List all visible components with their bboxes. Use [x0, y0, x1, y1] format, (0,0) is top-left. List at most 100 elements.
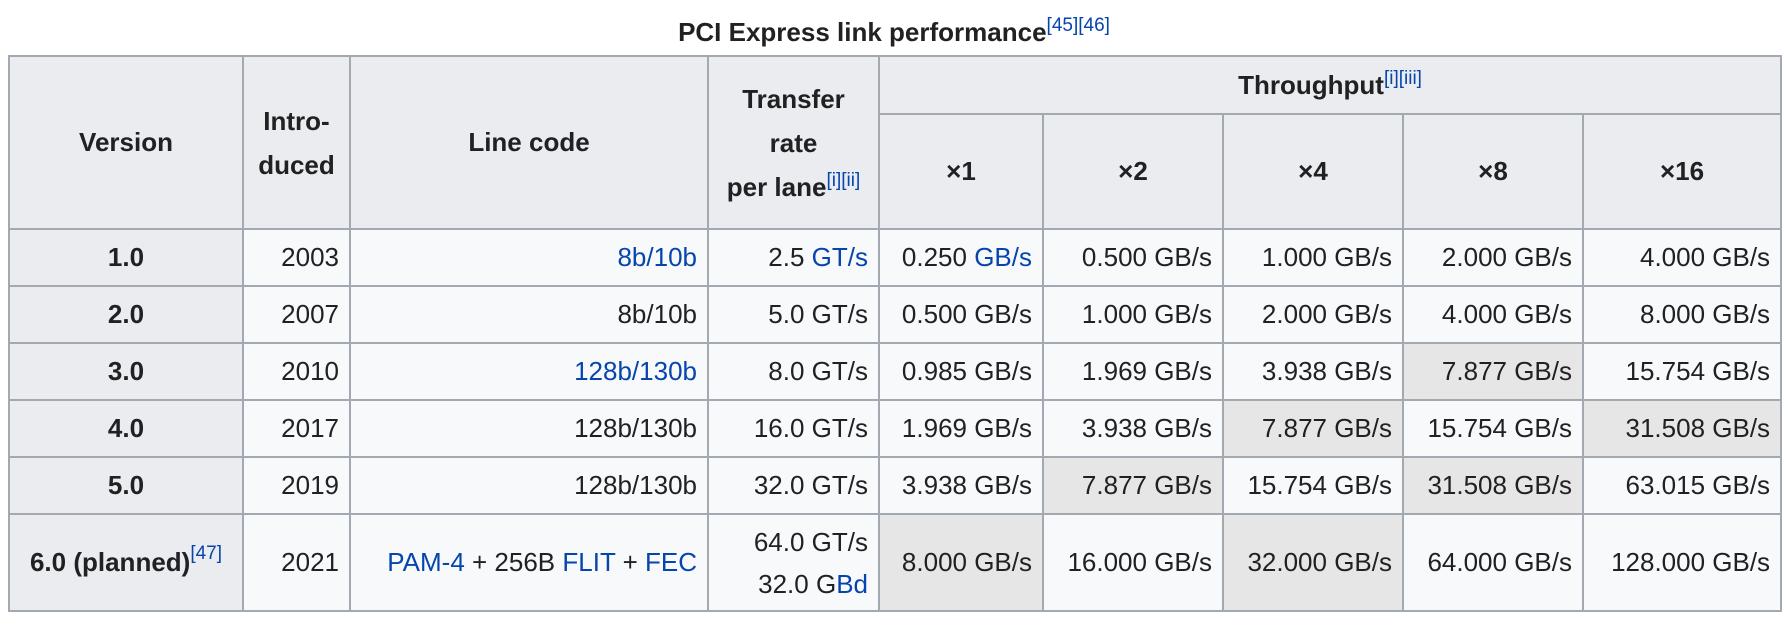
row-x8-highlighted: 7.877 GB/s	[1402, 342, 1584, 401]
row-introduced: 2010	[242, 342, 351, 401]
row-x4-highlighted: 32.000 GB/s	[1222, 513, 1404, 612]
row-x1: 0.985 GB/s	[878, 342, 1044, 401]
row-x16: 4.000 GB/s	[1581, 228, 1783, 287]
row-x2: 3.938 GB/s	[1042, 399, 1224, 458]
row-x16-highlighted: 31.508 GB/s	[1581, 399, 1783, 458]
line-code-128b130b-link[interactable]: 128b/130b	[574, 356, 697, 386]
row-version: 3.0	[8, 342, 244, 401]
header-transfer-line3: per lane	[726, 171, 827, 202]
header-row-1: Version Intro- duced Line code Transfer …	[8, 55, 1783, 230]
row-x2: 1.000 GB/s	[1042, 285, 1224, 344]
row-transfer-rate: 64.0 GT/s 32.0 GBd	[707, 513, 880, 612]
table-row: 2.0 2007 8b/10b 5.0 GT/s 0.500 GB/s 1.00…	[8, 285, 1783, 344]
row-x2: 1.969 GB/s	[1042, 342, 1224, 401]
row-version: 2.0	[8, 285, 244, 344]
row-introduced: 2007	[242, 285, 351, 344]
row-line-code: 8b/10b	[349, 285, 709, 344]
x1-value: 0.250	[901, 242, 967, 272]
fec-link[interactable]: FEC	[645, 547, 697, 577]
throughput-notes-link[interactable]: [i][iii]	[1383, 67, 1422, 89]
header-transfer-line2: rate	[769, 127, 818, 158]
header-lane-x1: ×1	[878, 113, 1044, 230]
row-x8: 15.754 GB/s	[1402, 399, 1584, 458]
row-line-code: PAM-4 + 256B FLIT + FEC	[349, 513, 709, 612]
flit-link[interactable]: FLIT	[562, 547, 616, 577]
transfer-rate-notes-link[interactable]: [i][ii]	[826, 169, 861, 191]
header-row-2: ×1 ×2 ×4 ×8 ×16	[9, 113, 1783, 230]
pcie-performance-table-wrapper: PCI Express link performance[45][46] Ver…	[8, 10, 1783, 612]
rate-value: 2.5	[768, 242, 805, 272]
row-x8: 64.000 GB/s	[1402, 513, 1584, 612]
row-line-code: 128b/130b	[349, 342, 709, 401]
table-row: 4.0 2017 128b/130b 16.0 GT/s 1.969 GB/s …	[8, 399, 1783, 458]
row-x16: 8.000 GB/s	[1581, 285, 1783, 344]
caption-references-link[interactable]: [45][46]	[1046, 15, 1110, 36]
row-x4: 3.938 GB/s	[1222, 342, 1404, 401]
row-x8: 2.000 GB/s	[1402, 228, 1584, 287]
header-lane-x2: ×2	[1042, 113, 1224, 230]
rate-line1: 64.0 GT/s	[753, 526, 868, 557]
row-x2: 0.500 GB/s	[1042, 228, 1224, 287]
row-introduced: 2017	[242, 399, 351, 458]
row-version: 1.0	[8, 228, 244, 287]
version-label: 6.0 (planned)	[29, 547, 191, 577]
header-lane-x8: ×8	[1402, 113, 1584, 230]
row-x1: 3.938 GB/s	[878, 456, 1044, 515]
header-line-code: Line code	[349, 55, 709, 230]
row-introduced: 2021	[242, 513, 351, 612]
pam4-link[interactable]: PAM-4	[387, 547, 465, 577]
row-version: 5.0	[8, 456, 244, 515]
row-x4-highlighted: 7.877 GB/s	[1222, 399, 1404, 458]
row-x2: 16.000 GB/s	[1042, 513, 1224, 612]
row-x1: 0.500 GB/s	[878, 285, 1044, 344]
row-x4: 15.754 GB/s	[1222, 456, 1404, 515]
caption-title: PCI Express link performance	[678, 17, 1047, 47]
line-code-plus: +	[615, 547, 645, 577]
row-transfer-rate: 32.0 GT/s	[707, 456, 880, 515]
row-transfer-rate: 16.0 GT/s	[707, 399, 880, 458]
header-introduced-line2: duced	[258, 149, 335, 180]
header-lane-x4: ×4	[1222, 113, 1404, 230]
row-introduced: 2019	[242, 456, 351, 515]
row-introduced: 2003	[242, 228, 351, 287]
row-line-code: 128b/130b	[349, 399, 709, 458]
table-row: 5.0 2019 128b/130b 32.0 GT/s 3.938 GB/s …	[8, 456, 1783, 515]
row-x4: 1.000 GB/s	[1222, 228, 1404, 287]
table-caption: PCI Express link performance[45][46]	[8, 10, 1780, 54]
row-transfer-rate: 5.0 GT/s	[707, 285, 880, 344]
header-transfer-rate: Transfer rate per lane[i][ii]	[707, 55, 880, 230]
row-x8: 4.000 GB/s	[1402, 285, 1584, 344]
header-introduced-line1: Intro-	[263, 105, 330, 136]
row-x4: 2.000 GB/s	[1222, 285, 1404, 344]
row-x1: 0.250 GB/s	[878, 228, 1044, 287]
row-line-code: 128b/130b	[349, 456, 709, 515]
header-version: Version	[8, 55, 244, 230]
row-x1-highlighted: 8.000 GB/s	[878, 513, 1044, 612]
gt-per-s-link[interactable]: GT/s	[811, 242, 868, 272]
row-x16: 63.015 GB/s	[1581, 456, 1783, 515]
version-reference-link[interactable]: [47]	[190, 543, 223, 564]
row-version: 4.0	[8, 399, 244, 458]
line-code-plus-256b: + 256B	[464, 547, 563, 577]
rate-line2-value: 32.0 G	[758, 568, 837, 599]
row-line-code: 8b/10b	[349, 228, 709, 287]
row-x1: 1.969 GB/s	[878, 399, 1044, 458]
header-transfer-line1: Transfer	[742, 83, 845, 114]
gb-per-s-link[interactable]: GB/s	[974, 242, 1032, 272]
table-row: 6.0 (planned)[47] 2021 PAM-4 + 256B FLIT…	[8, 513, 1783, 612]
table-row: 3.0 2010 128b/130b 8.0 GT/s 0.985 GB/s 1…	[8, 342, 1783, 401]
header-lane-x16: ×16	[1581, 113, 1783, 230]
row-transfer-rate: 2.5 GT/s	[707, 228, 880, 287]
header-introduced: Intro- duced	[242, 55, 351, 230]
row-x16: 15.754 GB/s	[1581, 342, 1783, 401]
header-throughput: Throughput[i][iii]	[877, 55, 1783, 115]
table-row: 1.0 2003 8b/10b 2.5 GT/s 0.250 GB/s 0.50…	[8, 228, 1783, 287]
row-x8-highlighted: 31.508 GB/s	[1402, 456, 1584, 515]
row-version: 6.0 (planned)[47]	[8, 513, 244, 612]
header-throughput-label: Throughput	[1238, 69, 1384, 100]
row-transfer-rate: 8.0 GT/s	[707, 342, 880, 401]
baud-link[interactable]: Bd	[836, 568, 868, 599]
row-x2-highlighted: 7.877 GB/s	[1042, 456, 1224, 515]
pcie-performance-table: Version Intro- duced Line code Transfer …	[8, 55, 1783, 612]
line-code-8b10b-link[interactable]: 8b/10b	[617, 242, 697, 272]
